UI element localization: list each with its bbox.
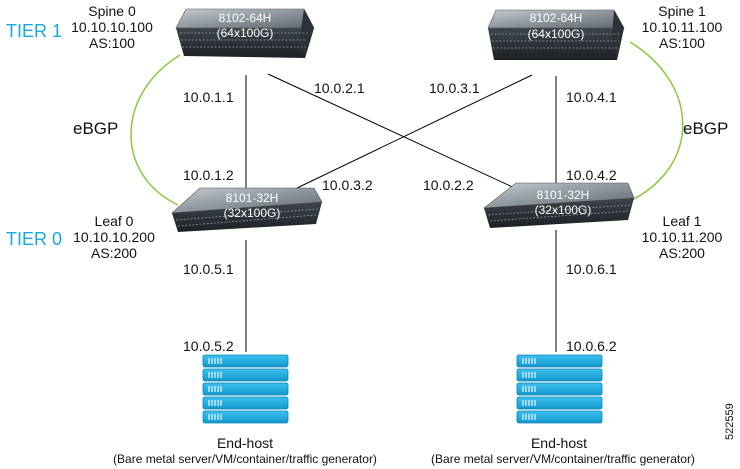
leaf0-as: AS:200 <box>91 245 137 261</box>
spine1-as: AS:100 <box>659 35 705 51</box>
ebgp-arc-right <box>629 41 684 201</box>
spine1-ip: 10.10.11.100 <box>641 19 723 35</box>
spine1-ports: (64x100G) <box>528 27 585 41</box>
leaf0-ports: (32x100G) <box>224 206 281 220</box>
link-ip-10-0-2-2: 10.0.2.2 <box>423 177 474 193</box>
link-ip-10-0-3-2: 10.0.3.2 <box>322 177 373 193</box>
leaf1-ip: 10.10.11.200 <box>641 229 723 245</box>
link-ip-10-0-4-1: 10.0.4.1 <box>566 89 617 105</box>
leaf1-name: Leaf 1 <box>662 213 702 229</box>
link-ip-10-0-1-2: 10.0.1.2 <box>183 167 234 183</box>
ebgp-arc-left <box>130 54 181 206</box>
link-spine1-leaf0 <box>269 74 533 202</box>
spine0-switch <box>175 8 315 58</box>
spine1-info: Spine 1 10.10.11.100 AS:100 <box>628 3 736 51</box>
spine0-name: Spine 0 <box>88 3 136 19</box>
spine0-model: 8102-64H <box>219 11 272 25</box>
host0-description: (Bare metal server/VM/container/traffic … <box>113 452 377 466</box>
leaf0-model: 8101-32H <box>226 191 279 205</box>
leaf0-switch <box>171 187 323 232</box>
figure-id: 522559 <box>724 403 736 440</box>
spine1-name: Spine 1 <box>658 3 706 19</box>
link-ip-10-0-5-2: 10.0.5.2 <box>183 338 234 354</box>
spine0-info: Spine 0 10.10.10.100 AS:100 <box>58 3 166 51</box>
leaf0-name: Leaf 0 <box>94 213 134 229</box>
spine1-model: 8102-64H <box>530 11 583 25</box>
link-ip-10-0-5-1: 10.0.5.1 <box>183 261 234 277</box>
leaf1-model: 8101-32H <box>537 188 590 202</box>
link-ip-10-0-6-2: 10.0.6.2 <box>566 338 617 354</box>
host1-description: (Bare metal server/VM/container/traffic … <box>431 452 695 466</box>
leaf1-info: Leaf 1 10.10.11.200 AS:200 <box>628 213 736 261</box>
link-ip-10-0-3-1: 10.0.3.1 <box>429 80 480 96</box>
host0-server-stack <box>202 354 289 424</box>
leaf1-ports: (32x100G) <box>535 203 592 217</box>
host1-name: End-host <box>530 435 588 451</box>
ebgp-right-label: eBGP <box>683 119 729 138</box>
link-ip-10-0-1-1: 10.0.1.1 <box>183 89 234 105</box>
leaf1-switch <box>483 182 635 228</box>
leaf1-as: AS:200 <box>659 245 705 261</box>
link-spine0-leaf1 <box>267 73 533 197</box>
spine0-ip: 10.10.10.100 <box>71 19 153 35</box>
spine1-switch <box>487 9 625 60</box>
tier0-label: TIER 0 <box>6 229 63 249</box>
link-ip-10-0-2-1: 10.0.2.1 <box>314 80 365 96</box>
tier1-label: TIER 1 <box>6 21 63 41</box>
leaf0-ip: 10.10.10.200 <box>73 229 155 245</box>
host0-name: End-host <box>216 435 274 451</box>
host1-server-stack <box>516 354 603 424</box>
spine0-as: AS:100 <box>89 35 135 51</box>
link-ip-10-0-4-2: 10.0.4.2 <box>566 167 617 183</box>
spine0-ports: (64x100G) <box>217 26 274 40</box>
ebgp-left-label: eBGP <box>73 119 119 138</box>
link-ip-10-0-6-1: 10.0.6.1 <box>566 261 617 277</box>
leaf0-info: Leaf 0 10.10.10.200 AS:200 <box>60 213 168 261</box>
